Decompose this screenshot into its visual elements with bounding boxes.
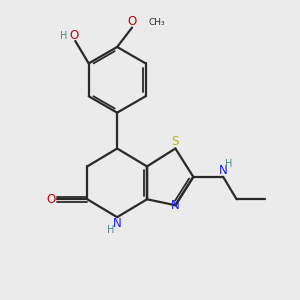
Text: H: H (107, 225, 114, 235)
Text: H: H (225, 159, 232, 169)
Text: H: H (60, 31, 68, 40)
Text: CH₃: CH₃ (148, 18, 165, 27)
Text: N: N (219, 164, 227, 177)
Text: N: N (113, 217, 122, 230)
Text: O: O (128, 15, 137, 28)
Text: S: S (172, 135, 179, 148)
Text: O: O (69, 29, 78, 42)
Text: N: N (171, 199, 180, 212)
Text: O: O (46, 193, 56, 206)
